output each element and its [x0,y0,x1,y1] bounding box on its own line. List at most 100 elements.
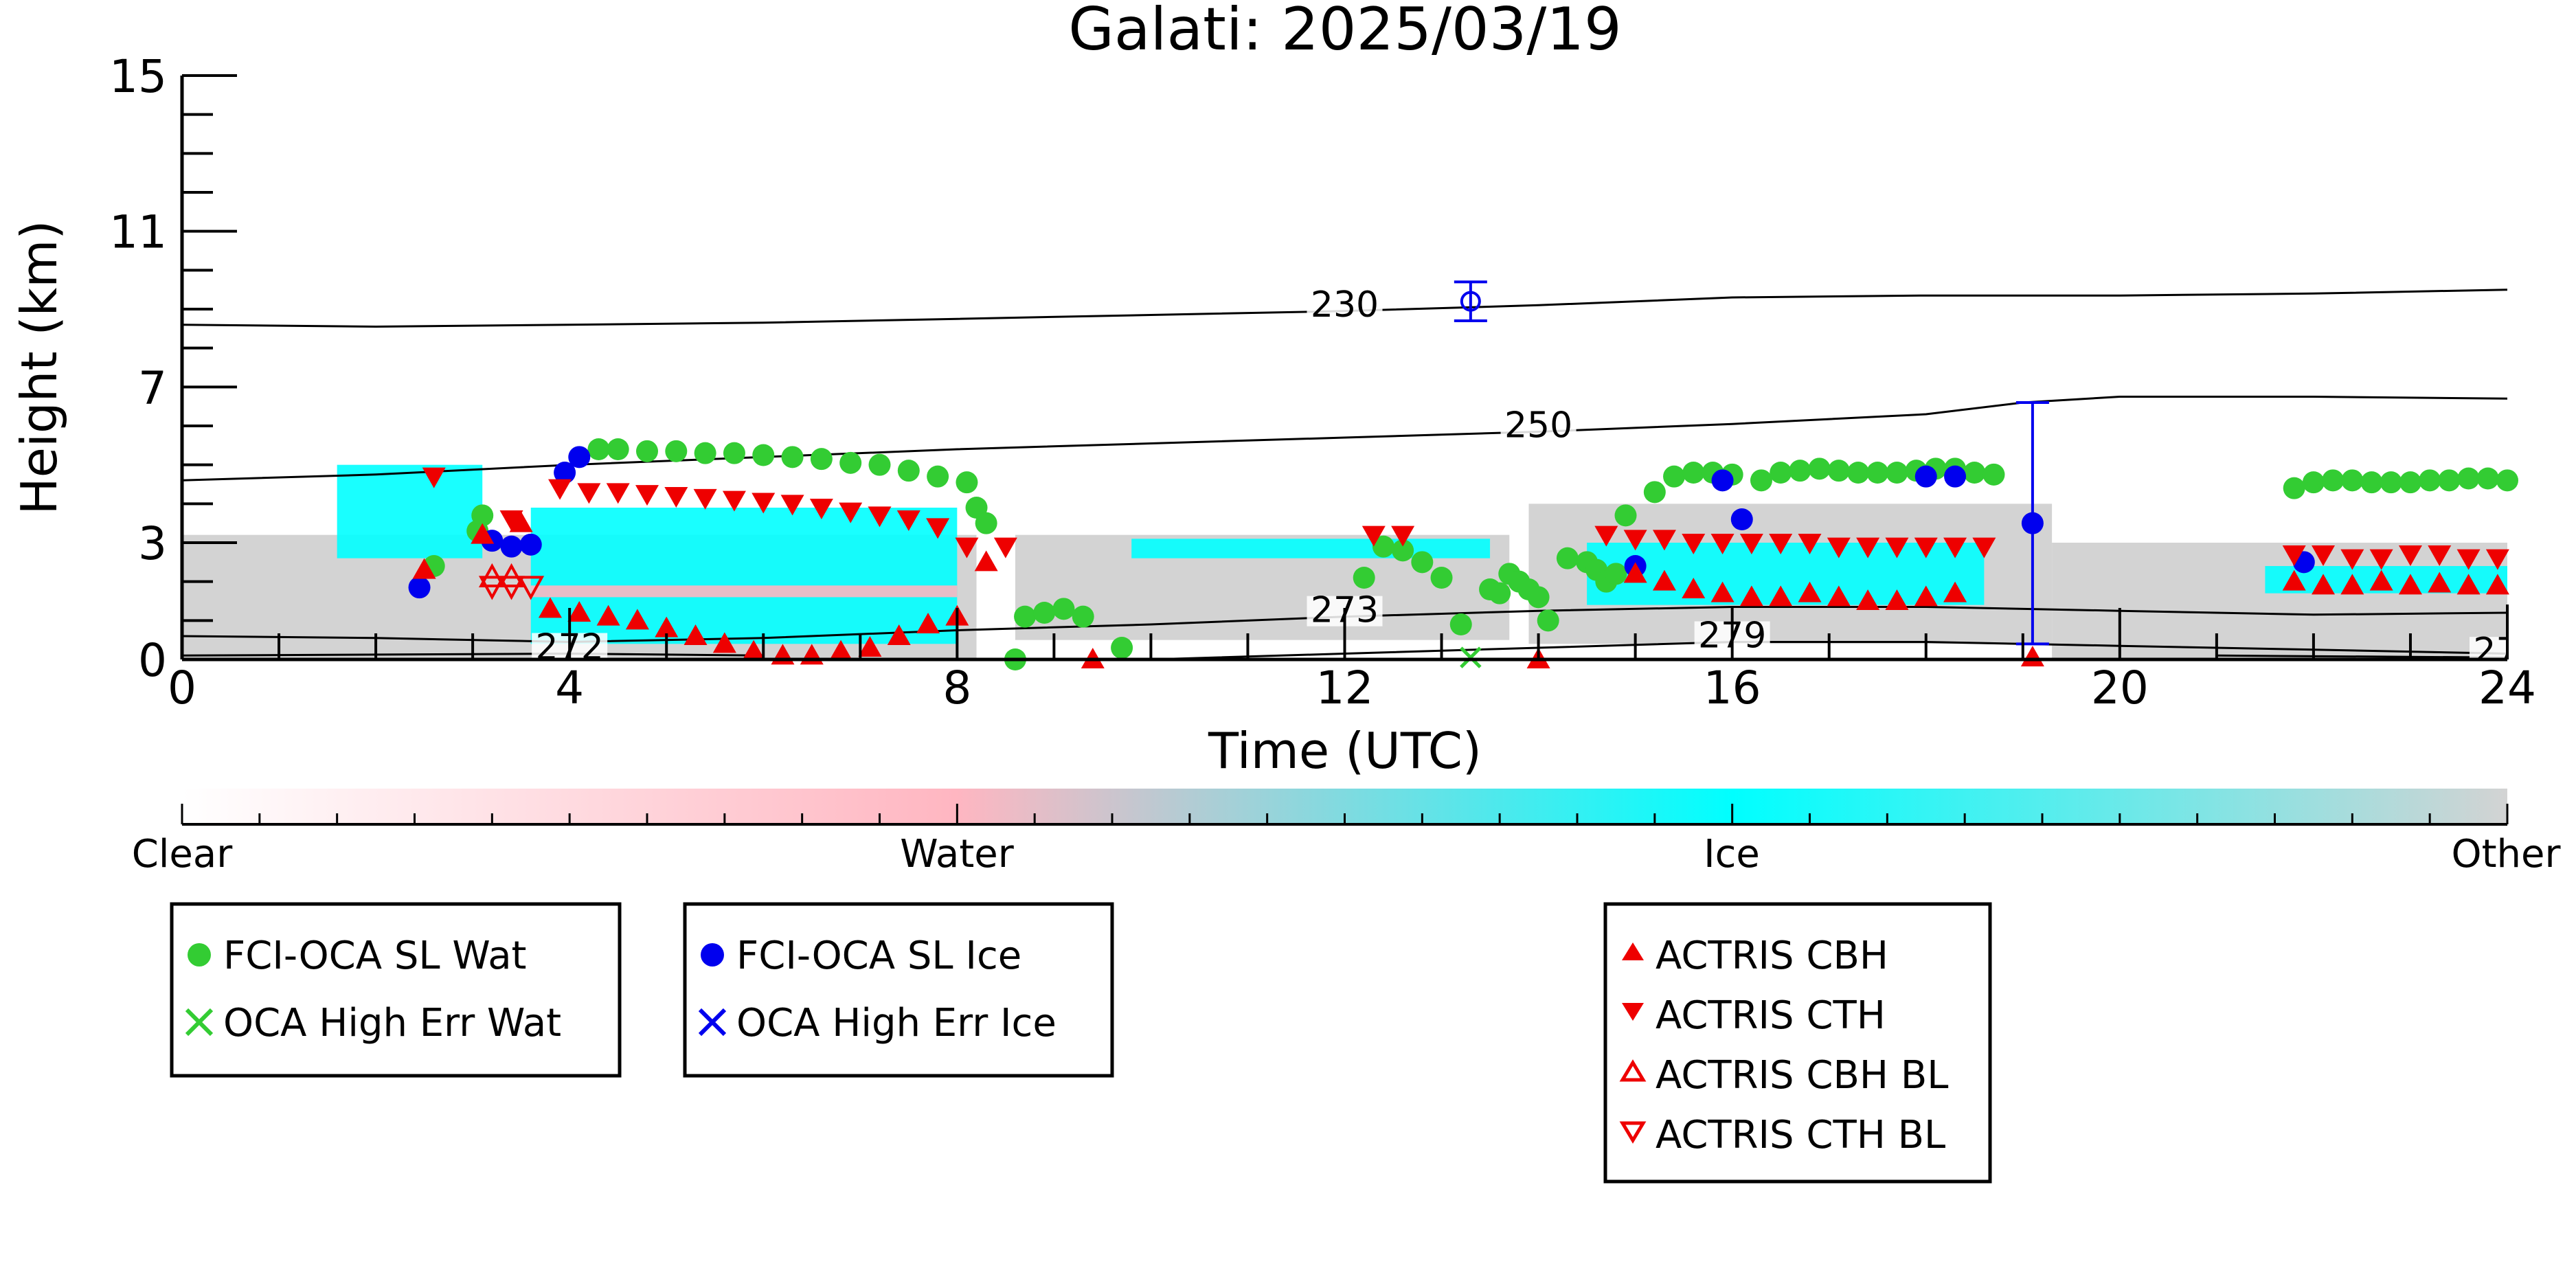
point-actris-cth-36 [2340,549,2364,570]
point-actris-cth-37 [2369,549,2393,570]
legend-label-actris-cth: ACTRIS CTH [1656,993,1886,1038]
point-fci-oca-sl-wat-62 [2283,477,2305,499]
point-actris-cbh-23 [1739,585,1763,607]
phase-region-water-3 [530,585,958,598]
legend-marker-oca-high-err-wat [185,1008,214,1037]
point-fci-oca-sl-wat-9 [752,444,775,466]
point-actris-cth-8 [722,490,746,512]
point-actris-cth-22 [1652,530,1676,551]
point-fci-oca-sl-wat-65 [2341,469,2364,492]
point-actris-cbh-1 [471,523,495,544]
point-fci-oca-sl-ice-9 [1914,465,1937,488]
point-actris-cbh-18 [974,550,998,572]
point-actris-cbh-2 [509,511,533,532]
point-actris-cth-29 [1856,537,1880,558]
point-actris-cbh-5 [596,605,620,626]
point-actris-cbh-32 [2282,569,2306,591]
legend-marker-actris-cbh-bl [1619,1059,1647,1082]
y-tick-label-0: 0 [138,634,167,687]
point-actris-cbh-8 [683,624,708,645]
point-fci-oca-sl-wat-44 [1643,481,1666,504]
x-tick-label-8: 8 [942,662,971,714]
colorbar-label-other: Other [2451,832,2561,877]
point-actris-cth-1 [499,510,523,531]
point-actris-cth-9 [752,493,776,514]
contour-line-250-1 [182,396,2507,482]
point-actris-cth-21 [1623,530,1647,551]
point-fci-oca-sl-ice-7 [1711,469,1734,492]
point-actris-cbh-7 [655,616,679,637]
point-fci-oca-sl-wat-21 [1052,598,1075,620]
y-tick-label-3: 3 [138,517,167,570]
contour-label-bg-1 [1500,411,1577,442]
point-actris-cth-25 [1739,534,1763,554]
point-fci-oca-sl-wat-32 [1489,582,1511,605]
error-bars [1454,280,2049,646]
point-fci-oca-sl-wat-72 [2476,467,2499,490]
point-fci-oca-sl-wat-53 [1827,460,1850,482]
phase-region-other-8 [2052,543,2507,659]
point-fci-oca-sl-ice-11 [2021,512,2044,534]
point-actris-cth-31 [1914,537,1938,558]
point-actris-cbh-19 [1623,562,1647,583]
point-fci-oca-sl-wat-20 [1033,602,1056,624]
point-fci-oca-sl-wat-5 [636,440,658,462]
point-actris-cth-35 [2312,545,2336,566]
legend-marker-actris-cth-bl [1619,1121,1647,1144]
point-actris-cth-24 [1710,534,1735,554]
colorbar-label-clear: Clear [132,832,233,877]
point-fci-oca-sl-ice-0 [408,576,431,599]
point-fci-oca-sl-wat-60 [1963,462,1986,484]
legend-marker-fci-oca-sl-ice [701,943,724,967]
point-fci-oca-sl-wat-66 [2360,471,2383,494]
x-tick-label-4: 4 [555,662,584,714]
point-fci-oca-sl-ice-5 [568,446,591,468]
colorbar-label-water: Water [900,832,1015,877]
point-fci-oca-sl-wat-43 [1614,504,1637,527]
point-fci-oca-sl-wat-27 [1392,539,1414,562]
contour-label-279-5: 279 [2473,631,2541,672]
point-actris-cth-bl-2 [517,576,545,600]
point-fci-oca-sl-wat-3 [587,438,610,460]
point-actris-cth-3 [577,483,601,504]
point-actris-cth-5 [635,485,659,506]
point-actris-cth-23 [1682,534,1706,554]
contour-label-bg-5 [2470,637,2507,659]
x-tick-label-12: 12 [1316,662,1374,714]
point-fci-oca-sl-wat-63 [2302,471,2325,494]
point-actris-cbh-26 [1827,585,1851,607]
point-actris-cbh-3 [538,597,562,618]
point-actris-cbh-38 [2456,574,2481,595]
point-actris-cbh-33 [2312,574,2336,595]
point-actris-cbh-15 [887,624,911,645]
x-tick-label-24: 24 [2478,662,2536,714]
point-actris-cbh-29 [1914,585,1938,607]
point-fci-oca-sl-ice-2 [500,535,523,558]
point-fci-oca-sl-wat-54 [1847,462,1870,484]
x-tick-label-20: 20 [2091,662,2149,714]
point-fci-oca-sl-wat-28 [1411,551,1434,574]
point-actris-cbh-24 [1769,585,1793,607]
point-actris-cbh-27 [1856,589,1880,610]
point-fci-oca-sl-ice-4 [554,462,576,484]
point-fci-oca-sl-wat-29 [1430,567,1453,589]
point-fci-oca-sl-wat-18 [975,512,997,534]
x-tick-label-16: 16 [1704,662,1761,714]
point-actris-cbh-36 [2398,574,2422,595]
point-actris-cth-18 [1362,526,1386,547]
point-actris-cth-0 [422,467,446,488]
phase-region-ice-1 [337,464,483,558]
point-fci-oca-sl-wat-67 [2380,471,2402,494]
point-actris-cth-6 [664,487,688,508]
point-actris-cth-39 [2428,545,2452,566]
point-actris-cth-28 [1827,537,1851,558]
data-markers [408,438,2518,670]
point-actris-cth-32 [1943,537,1967,558]
contour-line-279-5 [2216,654,2507,659]
point-actris-cbh-4 [567,601,591,622]
point-actris-cth-4 [606,483,630,504]
point-fci-oca-sl-wat-64 [2322,469,2345,492]
y-tick-label-15: 15 [109,50,167,103]
point-fci-oca-sl-wat-37 [1537,609,1559,632]
y-axis-label: Height (km) [10,221,68,515]
